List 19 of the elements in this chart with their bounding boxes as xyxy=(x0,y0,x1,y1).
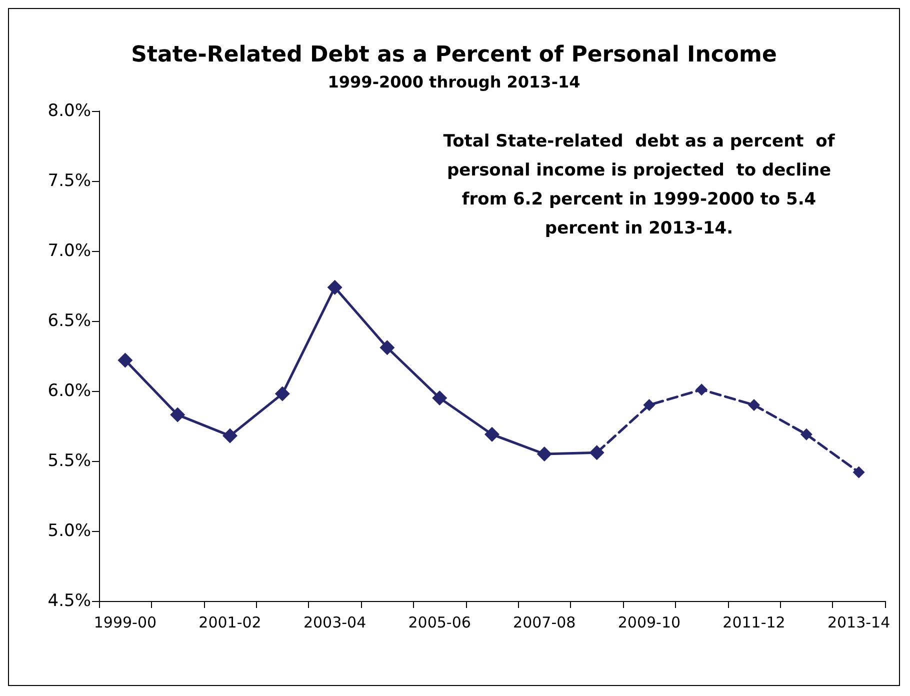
y-tick-label: 6.0% xyxy=(48,381,91,401)
x-tick-label: 2013-14 xyxy=(827,614,890,632)
y-tick-label: 5.5% xyxy=(48,451,91,471)
x-tick-label: 2005-06 xyxy=(408,614,471,632)
y-tick-label: 4.5% xyxy=(48,591,91,611)
x-tick-label: 2001-02 xyxy=(198,614,262,632)
y-tick-label: 6.5% xyxy=(48,311,91,331)
y-tick-label: 7.5% xyxy=(48,171,91,191)
chart-title: State-Related Debt as a Percent of Personal Income xyxy=(131,42,777,68)
y-tick-label: 8.0% xyxy=(48,101,91,121)
x-tick-label: 2003-04 xyxy=(303,614,366,632)
chart-subtitle: 1999-2000 through 2013-14 xyxy=(328,72,580,92)
x-tick-label: 2007-08 xyxy=(513,614,576,632)
y-tick-label: 5.0% xyxy=(48,521,91,541)
annotation: Total State-related debt as a percent of personal income is projected to decline from 6.2 percent in 1999-2000 to 5.4 percent in 2013-14. xyxy=(443,132,836,238)
x-tick-label: 1999-00 xyxy=(94,614,157,632)
y-tick-label: 7.0% xyxy=(48,241,91,261)
x-tick-label: 2009-10 xyxy=(618,614,681,632)
x-tick-label: 2011-12 xyxy=(722,614,786,632)
